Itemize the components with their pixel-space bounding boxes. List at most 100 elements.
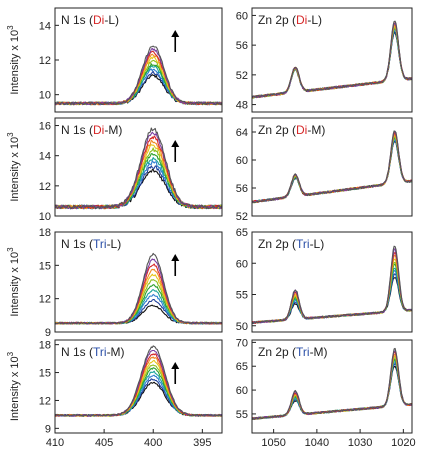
series-line bbox=[55, 345, 222, 417]
y-axis-label-exponent: 3 bbox=[6, 132, 15, 137]
panel-frame bbox=[54, 339, 223, 434]
y-tick-label: 50 bbox=[236, 321, 248, 333]
panel-title-prefix: N 1s ( bbox=[61, 345, 93, 359]
series-line bbox=[252, 251, 412, 324]
y-tick-label: 52 bbox=[236, 211, 248, 223]
series-line bbox=[252, 245, 412, 324]
y-tick-label: 14 bbox=[39, 20, 51, 32]
panel-title-prefix: N 1s ( bbox=[61, 237, 93, 251]
y-tick-label: 48 bbox=[236, 100, 248, 112]
series-group bbox=[55, 252, 222, 325]
y-tick-label: 12 bbox=[39, 395, 51, 407]
y-tick-label: 65 bbox=[236, 361, 248, 373]
panel-title: Zn 2p (Di-L) bbox=[258, 13, 322, 27]
series-line bbox=[252, 254, 412, 324]
panel-title-suffix: -L) bbox=[107, 237, 122, 251]
panel-title-suffix: -M) bbox=[307, 123, 325, 137]
series-line bbox=[252, 347, 412, 420]
series-line bbox=[252, 261, 412, 324]
panel-title-suffix: -M) bbox=[107, 345, 125, 359]
y-tick-label: 18 bbox=[39, 340, 51, 352]
series-line bbox=[252, 350, 412, 420]
panel-frame bbox=[54, 117, 223, 217]
panel-frame bbox=[54, 231, 223, 333]
series-line bbox=[252, 351, 412, 420]
panel-frame bbox=[251, 7, 413, 113]
x-tick-label: 1030 bbox=[348, 437, 372, 449]
x-tick-label: 1020 bbox=[391, 437, 415, 449]
series-line bbox=[252, 130, 412, 203]
series-line bbox=[55, 252, 222, 325]
y-axis-label: Intensity x 103 bbox=[6, 25, 21, 95]
x-tick-label: 410 bbox=[46, 437, 64, 449]
panel-title-sample: Tri bbox=[93, 237, 107, 251]
panel-n-1s-di-m: 10 12 14 16 N 1s (Di-M) Intensity x 103 bbox=[6, 117, 223, 223]
y-tick-label: 15 bbox=[39, 260, 51, 272]
series-line bbox=[55, 47, 222, 106]
arrow-head bbox=[171, 30, 180, 37]
y-axis-label-exponent: 3 bbox=[6, 351, 15, 356]
arrow-head bbox=[171, 140, 180, 147]
panel-title-prefix: N 1s ( bbox=[61, 13, 93, 27]
series-line bbox=[252, 258, 412, 324]
series-line bbox=[252, 353, 412, 420]
y-axis-label: Intensity x 103 bbox=[6, 351, 21, 421]
series-line bbox=[252, 355, 412, 420]
y-axis-label-exponent: 3 bbox=[6, 25, 15, 30]
panel-title-suffix: -L) bbox=[310, 237, 325, 251]
series-group bbox=[252, 20, 412, 99]
series-line bbox=[55, 157, 222, 210]
panel-title-sample: Tri bbox=[93, 345, 107, 359]
x-tick-label: 1050 bbox=[261, 437, 285, 449]
series-group bbox=[252, 130, 412, 204]
panel-title-sample: Di bbox=[93, 13, 104, 27]
series-line bbox=[55, 147, 222, 210]
y-tick-label: 16 bbox=[39, 121, 51, 133]
panel-title: N 1s (Di-L) bbox=[61, 13, 119, 27]
panel-n-1s-tri-l: 9 12 15 18 N 1s (Tri-L) Intensity x 103 bbox=[6, 227, 223, 339]
x-tick-label: 395 bbox=[193, 437, 211, 449]
panel-title-sample: Tri bbox=[296, 237, 310, 251]
panel-n-1s-di-l: 10 12 14 N 1s (Di-L) Intensity x 103 bbox=[6, 7, 223, 113]
y-tick-label: 52 bbox=[236, 70, 248, 82]
panel-frame bbox=[251, 117, 413, 217]
panel-title: Zn 2p (Tri-L) bbox=[258, 237, 324, 251]
y-axis-label: Intensity x 103 bbox=[6, 247, 21, 317]
arrow-head bbox=[171, 362, 180, 369]
panel-title-sample: Di bbox=[93, 123, 104, 137]
series-group bbox=[55, 45, 222, 106]
panel-zn-2p-di-l: 48 52 56 60 Zn 2p (Di-L) bbox=[236, 7, 413, 113]
panel-title-suffix: -L) bbox=[104, 13, 119, 27]
y-tick-label: 64 bbox=[236, 127, 248, 139]
series-line bbox=[252, 248, 412, 325]
y-tick-label: 14 bbox=[39, 151, 51, 163]
y-tick-label: 56 bbox=[236, 40, 248, 52]
y-axis-label-text: Intensity x 10 bbox=[9, 356, 21, 421]
series-line bbox=[55, 127, 222, 210]
panel-title-sample: Tri bbox=[296, 345, 310, 359]
panel-title-prefix: Zn 2p ( bbox=[258, 237, 296, 251]
series-group bbox=[252, 245, 412, 325]
panel-zn-2p-tri-l: 50 55 60 65 Zn 2p (Tri-L) bbox=[236, 227, 413, 333]
y-tick-label: 15 bbox=[39, 368, 51, 380]
panel-title-sample: Di bbox=[296, 13, 307, 27]
panel-title: N 1s (Di-M) bbox=[61, 123, 122, 137]
panel-title-suffix: -L) bbox=[307, 13, 322, 27]
series-line bbox=[55, 45, 222, 106]
series-line bbox=[252, 20, 412, 99]
panel-title-suffix: -M) bbox=[310, 345, 328, 359]
series-line bbox=[252, 355, 412, 420]
panel-title: N 1s (Tri-M) bbox=[61, 345, 125, 359]
y-axis-label-text: Intensity x 10 bbox=[9, 252, 21, 317]
panel-frame bbox=[251, 231, 413, 333]
y-tick-label: 60 bbox=[236, 258, 248, 270]
series-line bbox=[252, 358, 412, 420]
panel-zn-2p-di-m: 52 56 60 64 Zn 2p (Di-M) bbox=[236, 117, 413, 223]
y-tick-label: 12 bbox=[39, 294, 51, 306]
panel-title-prefix: Zn 2p ( bbox=[258, 13, 296, 27]
y-tick-label: 12 bbox=[39, 181, 51, 193]
y-tick-label: 56 bbox=[236, 183, 248, 195]
y-tick-label: 9 bbox=[45, 423, 51, 435]
series-group bbox=[55, 345, 222, 417]
